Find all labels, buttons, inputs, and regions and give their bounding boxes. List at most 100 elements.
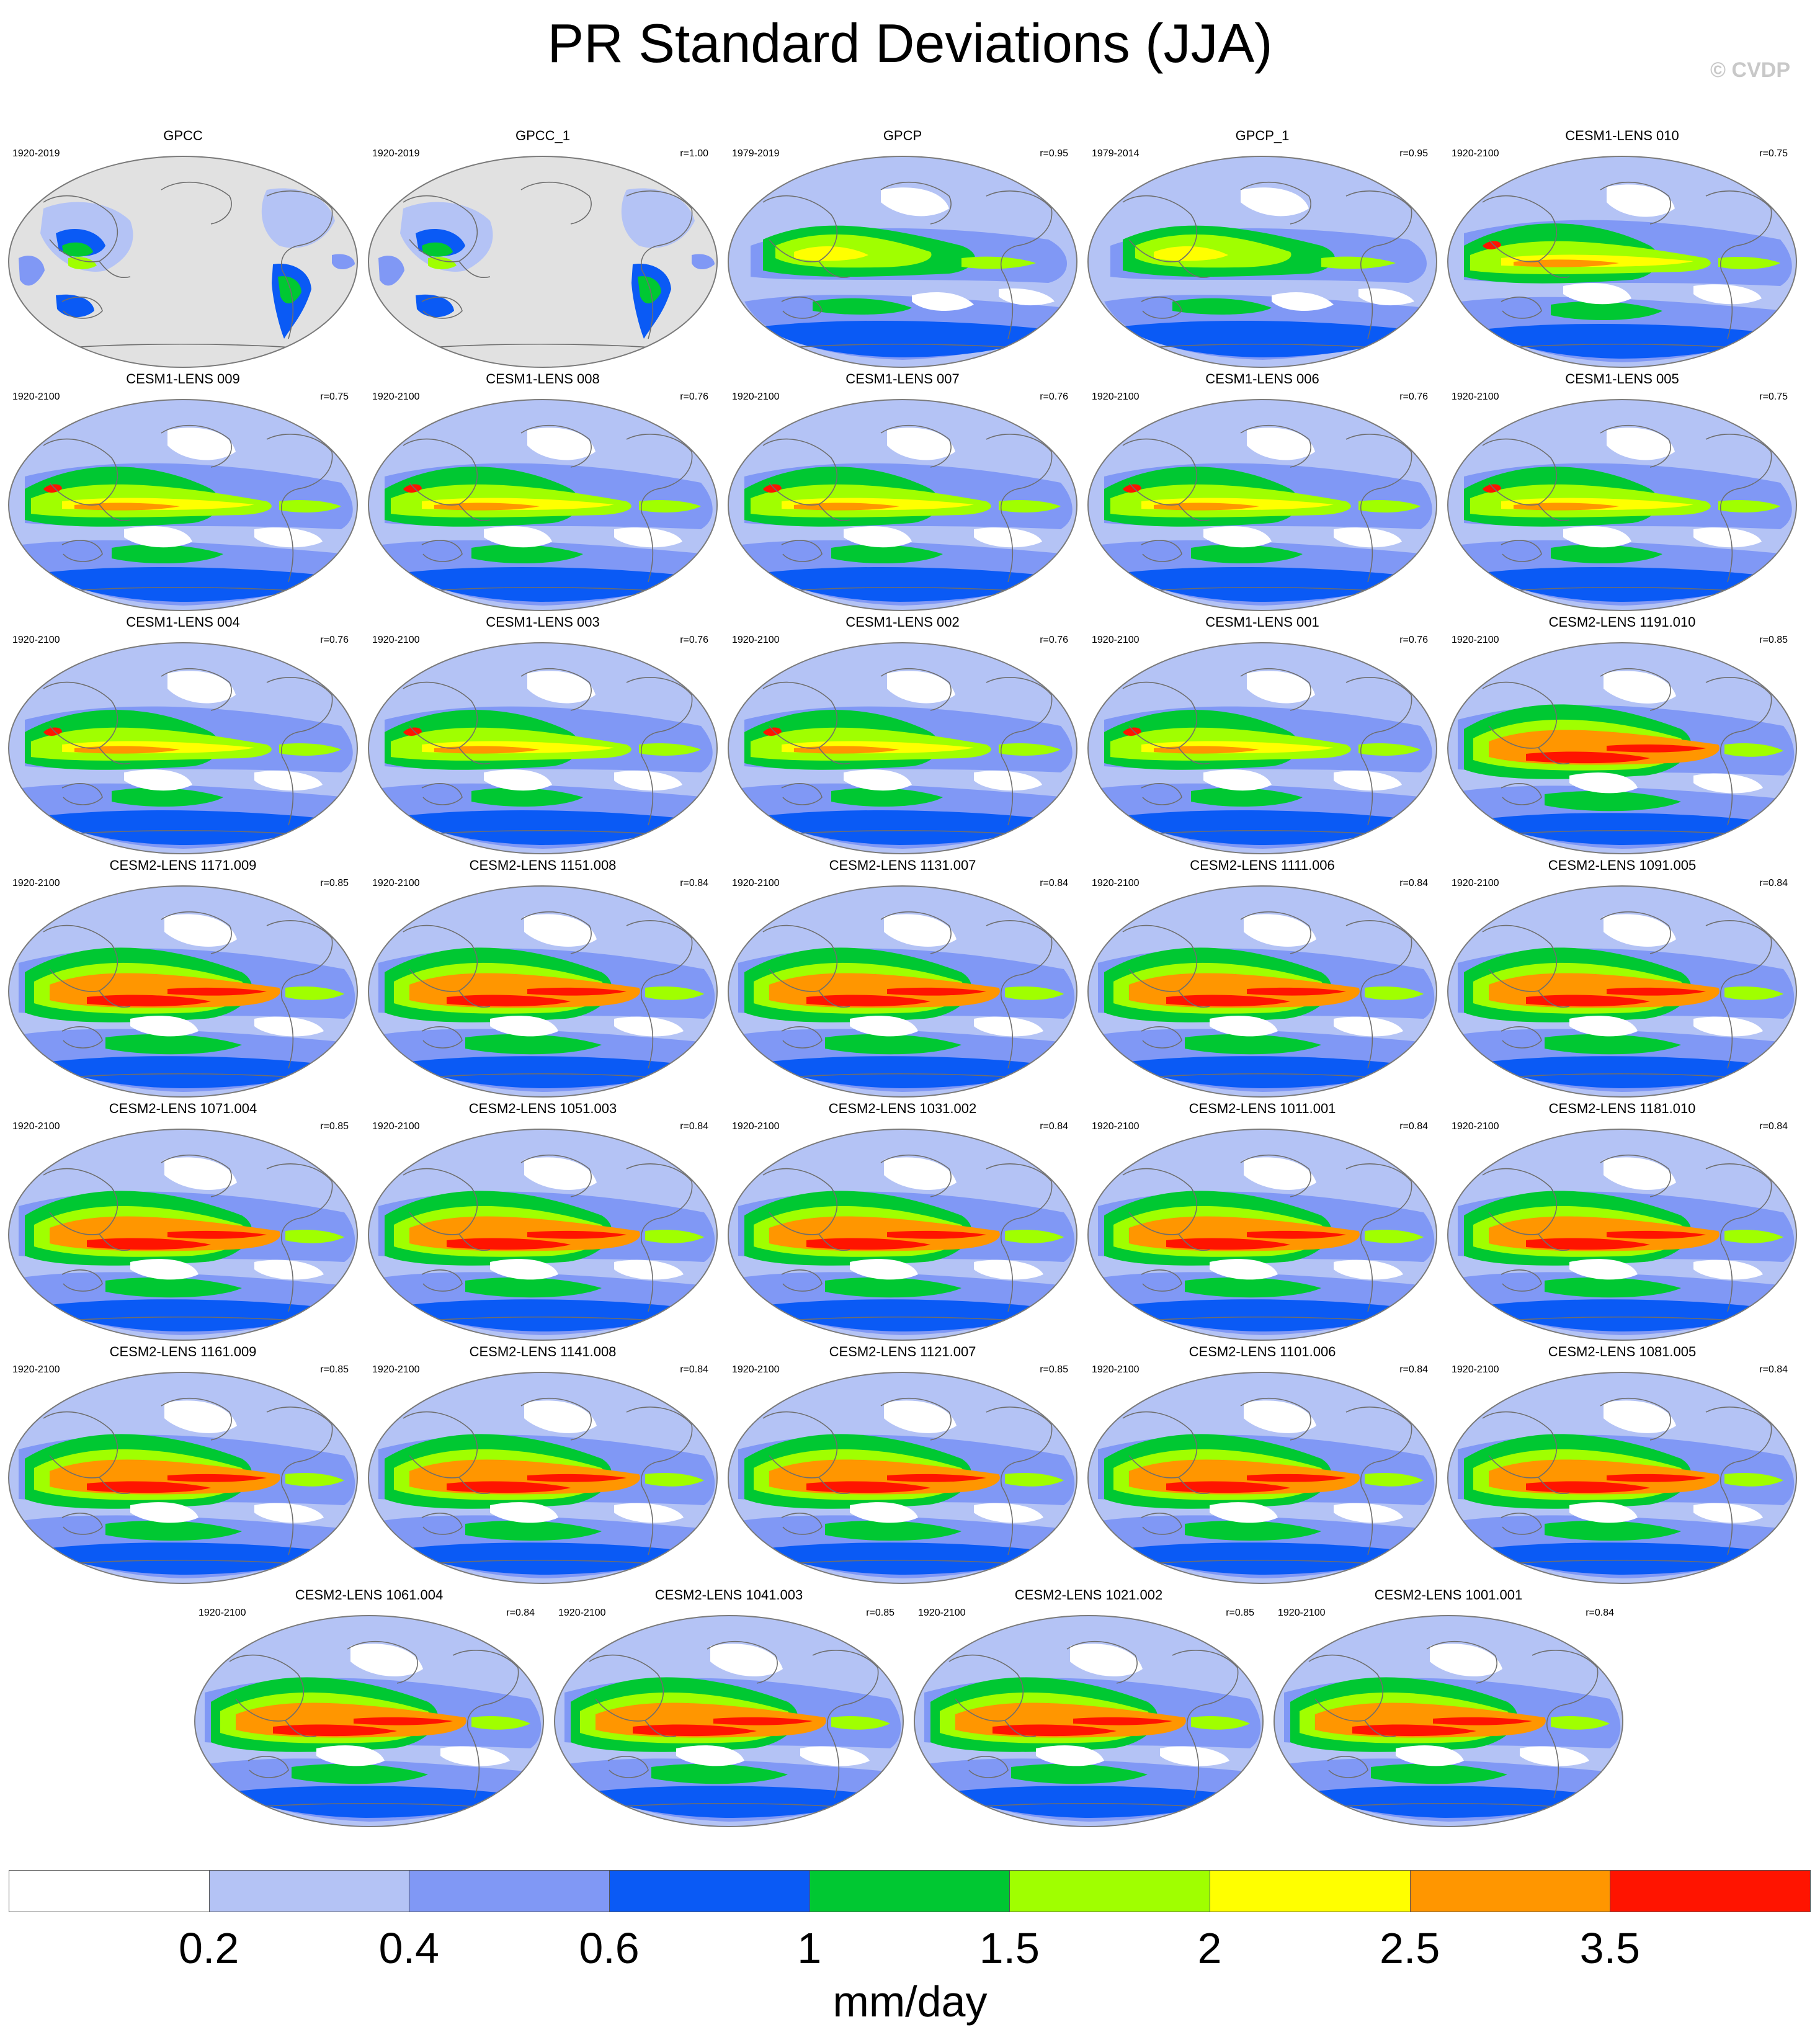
contour-region <box>1123 1299 1408 1331</box>
panel-title: CESM2-LENS 1161.009 <box>109 1344 257 1359</box>
missing-data-background <box>368 156 717 367</box>
coastline <box>607 1756 649 1778</box>
contour-region <box>1334 771 1402 791</box>
contour-region <box>1185 1520 1321 1541</box>
coastline <box>1538 1233 1570 1251</box>
coastline <box>626 190 693 271</box>
contour-region <box>1551 301 1662 321</box>
panel-correlation: r=0.76 <box>1399 635 1428 645</box>
contour-region <box>1321 256 1396 269</box>
contour-region <box>465 1034 602 1055</box>
coastline <box>1345 677 1412 758</box>
map-panel: GPCC_1 1920-2019 r=1.00 <box>366 128 720 371</box>
contour-region <box>806 1481 930 1493</box>
panel-title: CESM2-LENS 1181.010 <box>1548 1101 1696 1116</box>
panel-years: 1920-2100 <box>372 1364 420 1375</box>
contour-region <box>825 1034 961 1055</box>
panel-years: 1920-2100 <box>12 878 60 888</box>
map-outline <box>1087 156 1437 368</box>
coastline <box>161 424 232 468</box>
contour-region <box>806 1238 930 1250</box>
contour-region <box>1607 1230 1706 1239</box>
panel-title: CESM2-LENS 1081.005 <box>1548 1344 1697 1359</box>
map-panel: CESM2-LENS 1121.007 1920-2100 r=0.85 <box>726 1344 1079 1587</box>
coastline <box>880 181 952 225</box>
contour-region <box>887 671 955 704</box>
panel-title: CESM2-LENS 1121.007 <box>829 1344 976 1359</box>
contour-region <box>1123 320 1408 357</box>
coastline <box>1240 911 1311 954</box>
coastline <box>1240 181 1311 225</box>
coastline <box>266 434 333 514</box>
contour-region <box>484 769 552 791</box>
contour-region <box>447 995 571 1007</box>
coastline <box>1004 1720 1037 1737</box>
coastline <box>1501 297 1542 319</box>
coastline <box>347 1640 418 1684</box>
contour-region <box>999 743 1061 756</box>
colorbar-box <box>1409 1870 1611 1912</box>
contour-region <box>1172 298 1272 315</box>
panel-title: CESM1-LENS 004 <box>126 614 240 630</box>
contour-region <box>639 743 701 756</box>
colorbar-box <box>609 1870 810 1912</box>
contour-region <box>403 1056 689 1088</box>
coastline <box>641 1000 654 1069</box>
world-map <box>1087 1129 1437 1341</box>
coastline <box>1482 1411 1558 1479</box>
contour-region <box>1724 743 1783 757</box>
map-outline <box>8 399 358 611</box>
coastline <box>645 1720 677 1737</box>
coastline <box>403 1168 478 1235</box>
contour-region <box>881 187 949 217</box>
map-panel: CESM2-LENS 1181.010 1920-2100 r=0.84 <box>1445 1101 1799 1344</box>
map-panel: CESM2-LENS 1141.008 1920-2100 r=0.84 <box>366 1344 720 1587</box>
contour-region <box>285 1473 344 1487</box>
coastline <box>1001 270 1014 339</box>
colorbar-box <box>1210 1870 1411 1912</box>
contour-region <box>1210 1259 1278 1280</box>
map-panel: CESM2-LENS 1011.001 1920-2100 r=0.84 <box>1086 1101 1439 1344</box>
coastline <box>880 1397 952 1441</box>
map-panel: GPCP 1979-2019 r=0.95 <box>726 128 1079 371</box>
world-map <box>368 885 718 1098</box>
panel-years: 1920-2100 <box>1452 878 1499 888</box>
contour-region <box>1526 1481 1650 1493</box>
contour-region <box>1244 914 1316 947</box>
coastline <box>1721 1000 1733 1069</box>
map-panel: CESM1-LENS 002 1920-2100 r=0.76 <box>726 614 1079 857</box>
contour-region <box>1352 1724 1476 1737</box>
contour-region <box>1724 1473 1783 1487</box>
coastline <box>458 747 491 764</box>
panel-correlation: r=0.84 <box>1040 878 1068 888</box>
world-map <box>1447 399 1797 611</box>
contour-region <box>887 427 955 460</box>
contour-region <box>1272 292 1334 311</box>
contour-region <box>651 1763 788 1784</box>
map-outline <box>8 1129 358 1341</box>
coastline <box>161 911 232 954</box>
world-map <box>728 885 1077 1098</box>
contour-region <box>1123 1542 1408 1575</box>
contour-region <box>130 1016 199 1037</box>
coastline <box>421 1513 463 1535</box>
contour-region <box>527 987 627 996</box>
coastline <box>1600 668 1671 711</box>
contour-region <box>68 257 97 269</box>
world-map <box>8 1372 358 1584</box>
panel-years: 1920-2100 <box>372 1121 420 1132</box>
contour-region <box>167 987 267 996</box>
map-panel: CESM2-LENS 1131.007 1920-2100 r=0.84 <box>726 857 1079 1101</box>
contour-region <box>974 771 1042 791</box>
panel-title: CESM2-LENS 1151.008 <box>469 857 617 873</box>
contour-region <box>1070 1644 1143 1676</box>
map-panel: CESM2-LENS 1191.010 1920-2100 r=0.85 <box>1445 614 1799 857</box>
contour-region <box>1545 1277 1681 1298</box>
coastline <box>1538 261 1570 278</box>
contour-region <box>1514 503 1619 511</box>
coastline <box>818 504 850 521</box>
coastline <box>781 1026 823 1049</box>
map-outline <box>1087 885 1437 1098</box>
world-map <box>8 1129 358 1341</box>
coastline <box>1141 540 1182 562</box>
